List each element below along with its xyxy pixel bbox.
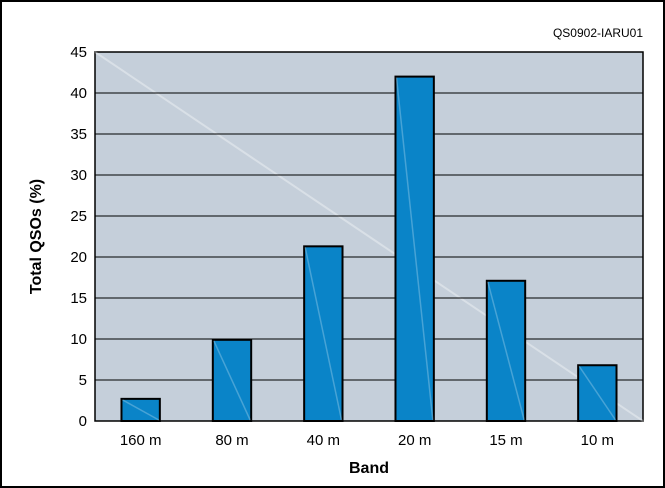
bar [120, 397, 161, 422]
bar-shading [487, 281, 525, 421]
x-tick-label: 20 m [398, 432, 431, 449]
bar-group [211, 338, 253, 423]
bar-group [303, 245, 344, 422]
plot-background-shading [94, 51, 644, 422]
figure-id-label: QS0902-IARU01 [553, 26, 643, 40]
y-tick-label: 20 [70, 249, 87, 266]
bar [303, 245, 344, 422]
bar-group [120, 397, 161, 422]
bars [120, 75, 618, 423]
x-tick-label: 80 m [215, 432, 248, 449]
plot-area [94, 51, 644, 422]
bar-shading [578, 365, 617, 421]
y-tick-label: 15 [70, 290, 87, 307]
y-tick-labels: 0 5 10 15 20 25 30 35 40 45 [70, 44, 87, 430]
bar-shading [304, 247, 343, 421]
y-tick-label: 0 [79, 413, 87, 430]
bar-group [394, 75, 435, 422]
y-tick-label: 5 [79, 372, 87, 389]
x-tick-label: 10 m [581, 432, 614, 449]
x-tick-labels: 160 m 80 m 40 m 20 m 15 m 10 m [120, 432, 614, 449]
bar-shading [122, 399, 160, 421]
y-tick-label: 45 [70, 44, 87, 61]
bar [577, 364, 618, 422]
y-tick-label: 40 [70, 85, 87, 102]
y-tick-label: 10 [70, 331, 87, 348]
x-tick-label: 15 m [489, 432, 522, 449]
x-tick-label: 40 m [307, 432, 340, 449]
bar-group [485, 279, 527, 422]
y-tick-label: 25 [70, 208, 87, 225]
bar [394, 75, 435, 422]
bar [211, 338, 253, 423]
bar-group [577, 364, 618, 422]
x-axis-title: Band [349, 460, 389, 477]
y-axis-title: Total QSOs (%) [28, 179, 45, 294]
bar-shading [395, 77, 434, 421]
x-tick-label: 160 m [120, 432, 162, 449]
y-tick-label: 35 [70, 126, 87, 143]
bar [485, 279, 527, 422]
y-tick-label: 30 [70, 167, 87, 184]
bar-shading [213, 340, 251, 421]
gridlines [95, 92, 643, 381]
